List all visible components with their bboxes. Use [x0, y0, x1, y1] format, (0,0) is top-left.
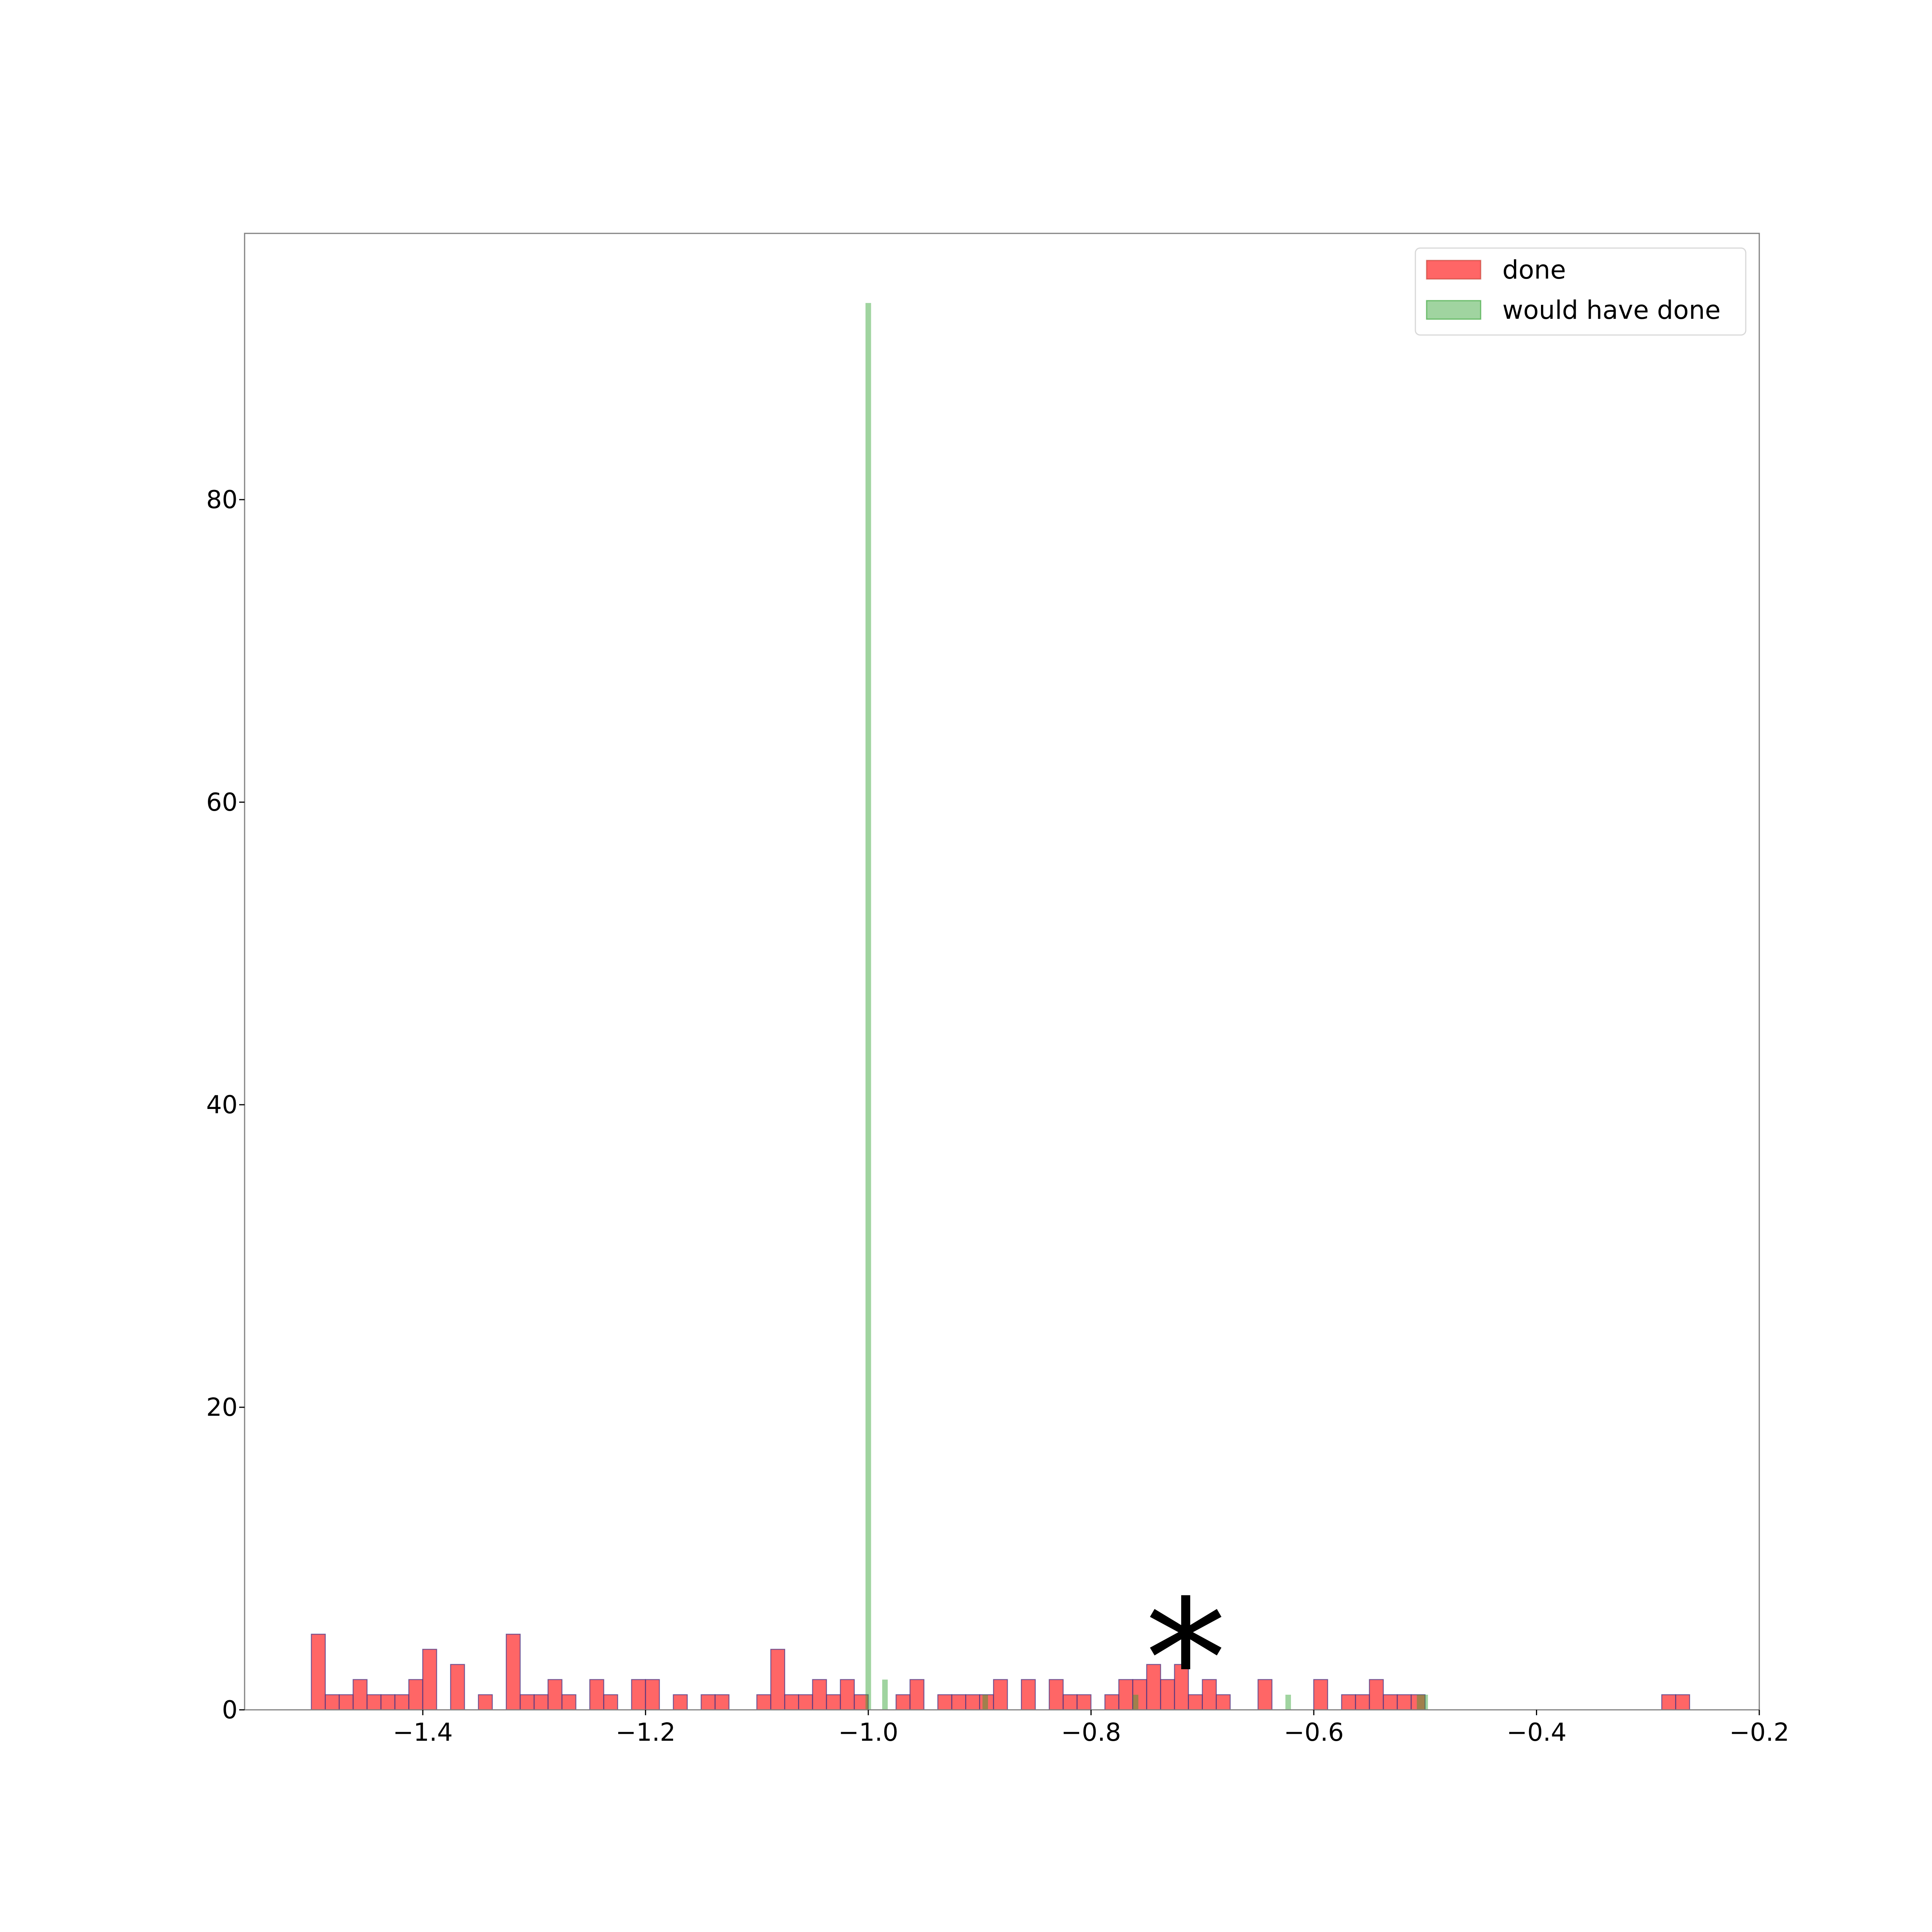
bars-layer — [311, 303, 1690, 1711]
y-tick-label: 0 — [222, 1696, 238, 1725]
done-bar — [631, 1679, 646, 1711]
series-done — [311, 1634, 1690, 1711]
legend-swatch-done — [1426, 260, 1481, 280]
done-bar — [1174, 1664, 1189, 1711]
would-have-done-bar — [1417, 1694, 1423, 1710]
done-bar — [1396, 1694, 1412, 1711]
y-tick-label: 60 — [206, 788, 238, 817]
done-bar — [1146, 1664, 1161, 1711]
y-tick-label: 40 — [206, 1091, 238, 1119]
done-bar — [840, 1679, 855, 1711]
x-tick-label: −0.8 — [1061, 1718, 1121, 1747]
series-would-have-done — [865, 303, 1428, 1710]
done-bar — [548, 1679, 563, 1711]
done-bar — [603, 1694, 618, 1711]
done-bar — [366, 1694, 382, 1711]
done-bar — [1104, 1694, 1119, 1711]
done-bar — [352, 1679, 368, 1711]
plot-frame — [244, 233, 1760, 1711]
done-bar — [1383, 1694, 1398, 1711]
done-bar — [1341, 1694, 1356, 1711]
done-bar — [561, 1694, 577, 1711]
done-bar — [909, 1679, 925, 1711]
x-tick-label: −1.2 — [616, 1718, 675, 1747]
done-bar — [519, 1694, 535, 1711]
done-bar — [937, 1694, 952, 1711]
done-bar — [1410, 1694, 1426, 1711]
done-bar — [951, 1694, 966, 1711]
legend-frame — [1415, 247, 1747, 336]
would-have-done-bar — [1133, 1694, 1139, 1710]
legend-label-would-have-done: would have done — [1502, 295, 1721, 325]
x-tick-label: −1.0 — [838, 1718, 898, 1747]
done-bar — [311, 1634, 326, 1711]
done-bar — [756, 1694, 771, 1711]
done-bar — [1355, 1694, 1370, 1711]
done-bar — [338, 1694, 354, 1711]
done-bar — [993, 1679, 1008, 1711]
done-bar — [784, 1694, 799, 1711]
done-bar — [408, 1679, 423, 1711]
annotation-asterisk: * — [1145, 1565, 1226, 1754]
done-bar — [812, 1679, 827, 1711]
done-bar — [1216, 1694, 1231, 1711]
y-axis: 0 20 40 60 80 — [206, 486, 245, 1725]
legend-swatch-would-have-done — [1426, 300, 1481, 320]
done-bar — [1369, 1679, 1384, 1711]
would-have-done-bar — [882, 1679, 888, 1710]
done-bar — [589, 1679, 604, 1711]
done-bar — [1021, 1679, 1036, 1711]
x-axis: −1.4 −1.2 −1.0 −0.8 −0.6 −0.4 −0.2 — [393, 1710, 1789, 1747]
done-bar — [895, 1694, 911, 1711]
done-bar — [673, 1694, 688, 1711]
done-bar — [422, 1649, 437, 1711]
done-bar — [1077, 1694, 1092, 1711]
would-have-done-bar — [982, 1694, 988, 1710]
x-tick-label: −1.4 — [393, 1718, 452, 1747]
done-bar — [1063, 1694, 1078, 1711]
done-bar — [478, 1694, 493, 1711]
done-bar — [645, 1679, 660, 1711]
done-bar — [1257, 1679, 1273, 1711]
done-bar — [394, 1694, 410, 1711]
would-have-done-bar — [865, 303, 871, 1710]
done-bar — [826, 1694, 841, 1711]
done-bar — [325, 1694, 340, 1711]
done-bar — [701, 1694, 716, 1711]
done-bar — [1313, 1679, 1328, 1711]
done-bar — [1049, 1679, 1064, 1711]
x-tick-label: −0.4 — [1507, 1718, 1566, 1747]
done-bar — [450, 1664, 465, 1711]
done-bar — [714, 1694, 730, 1711]
done-bar — [534, 1694, 549, 1711]
would-have-done-bar — [1285, 1694, 1291, 1710]
done-bar — [380, 1694, 396, 1711]
done-bar — [1661, 1694, 1676, 1711]
y-tick-label: 20 — [206, 1393, 238, 1422]
done-bar — [1202, 1679, 1217, 1711]
plot-area-background — [245, 233, 1759, 1710]
done-bar — [505, 1634, 521, 1711]
would-have-done-bar — [1422, 1694, 1428, 1710]
done-bar — [965, 1694, 980, 1711]
done-bar — [798, 1694, 813, 1711]
x-tick-label: −0.6 — [1284, 1718, 1344, 1747]
legend-label-done: done — [1502, 255, 1566, 285]
legend: done would have done — [1415, 247, 1747, 336]
x-tick-label: −0.2 — [1729, 1718, 1789, 1747]
done-bar — [854, 1694, 869, 1711]
done-bar — [770, 1649, 786, 1711]
done-bar — [1675, 1694, 1690, 1711]
done-bar — [1118, 1679, 1133, 1711]
y-tick-label: 80 — [206, 486, 238, 514]
